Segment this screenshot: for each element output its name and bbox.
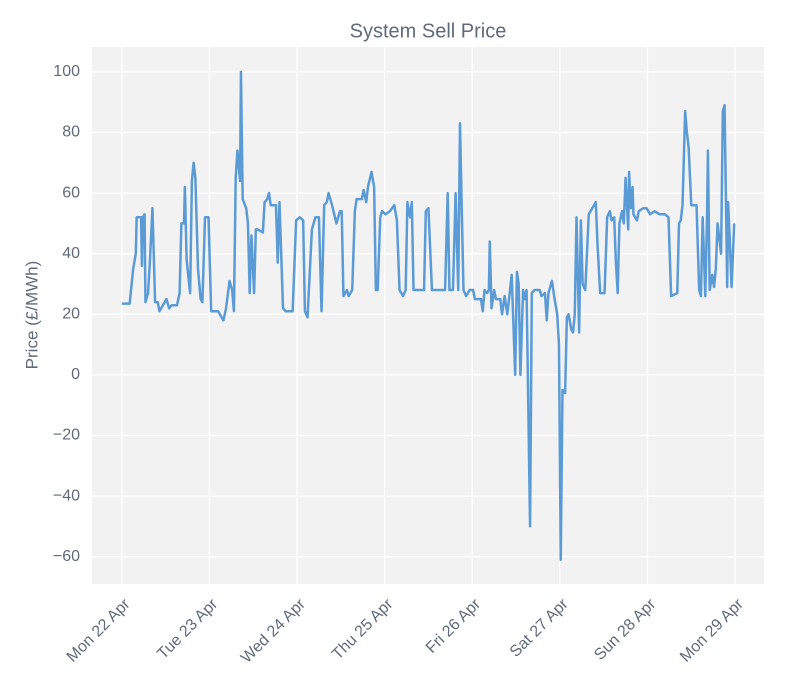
y-tick-label: 100: [53, 63, 80, 80]
y-tick-label: −60: [53, 548, 80, 565]
y-tick-label: 40: [62, 245, 80, 262]
y-axis-label: Price (£/MWh): [22, 261, 41, 370]
y-tick-label: 0: [71, 366, 80, 383]
x-tick-label: Sun 28 Apr: [591, 595, 659, 663]
x-tick-label: Tue 23 Apr: [154, 595, 221, 662]
price-line: [121, 70, 736, 562]
y-tick-label: 20: [62, 306, 80, 323]
x-tick-label: Sat 27 Apr: [507, 595, 572, 660]
x-tick-label: Mon 29 Apr: [677, 595, 747, 665]
chart-title: System Sell Price: [350, 20, 507, 42]
plot-area: [92, 47, 764, 584]
x-tick-label: Mon 22 Apr: [64, 595, 134, 665]
y-tick-label: −20: [53, 427, 80, 444]
y-tick-label: 60: [62, 184, 80, 201]
x-tick-label: Wed 24 Apr: [238, 595, 309, 666]
x-tick-label: Fri 26 Apr: [423, 595, 485, 657]
y-tick-label: 80: [62, 124, 80, 141]
x-tick-label: Thu 25 Apr: [329, 595, 397, 663]
y-tick-label: −40: [53, 487, 80, 504]
